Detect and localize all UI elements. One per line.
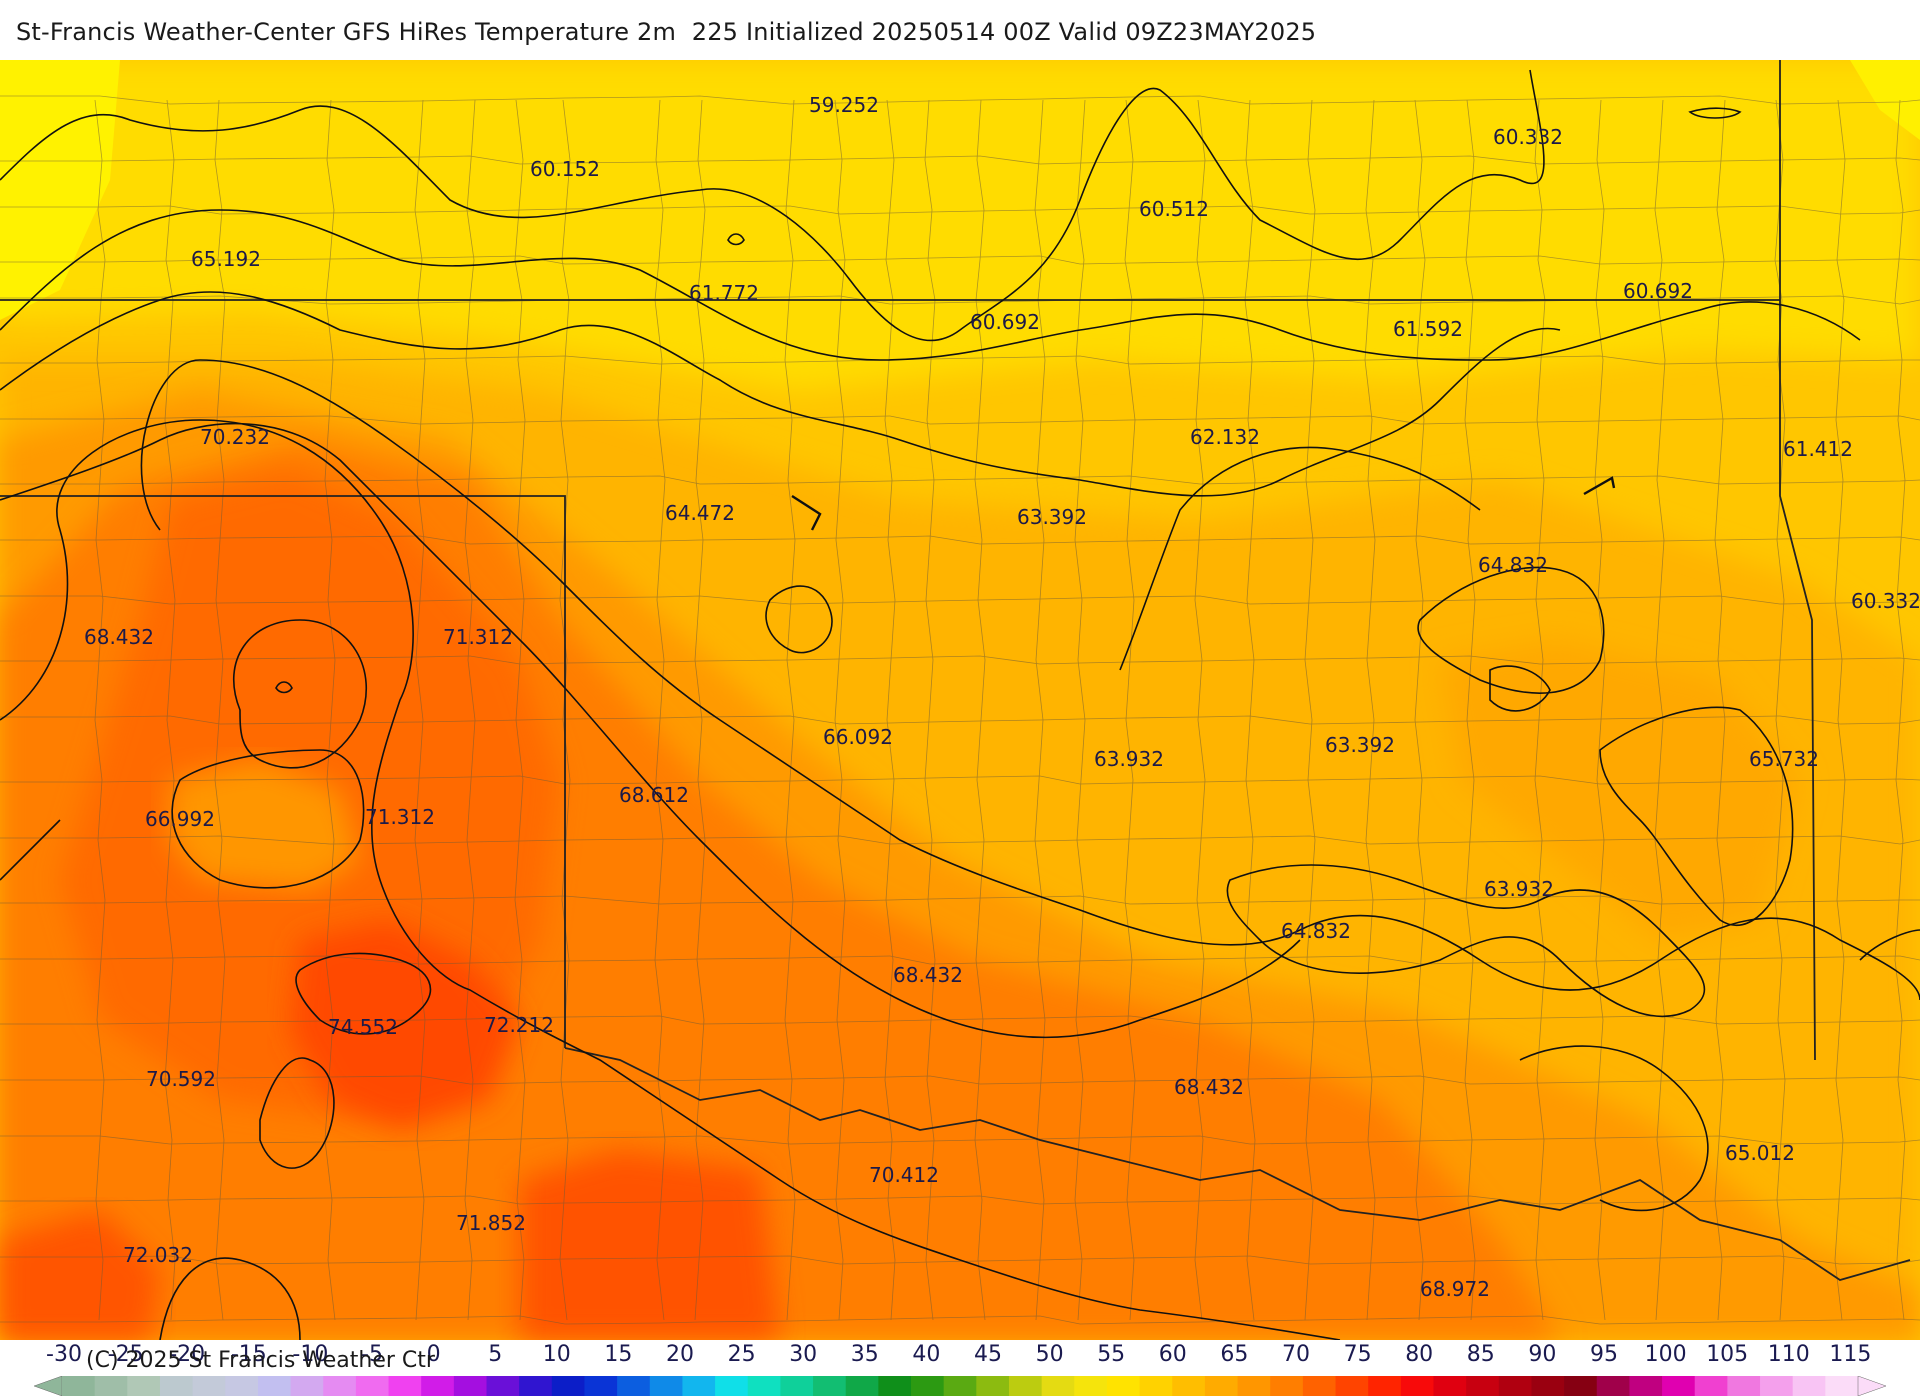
legend-tick-label: 40	[912, 1342, 941, 1367]
isotherm-contours	[0, 69, 1920, 1340]
temperature-label: 70.412	[869, 1163, 939, 1187]
temperature-label: 70.232	[200, 425, 270, 449]
legend-tick-label: 45	[974, 1342, 1002, 1367]
temperature-label: 64.832	[1281, 919, 1351, 943]
legend-tick-label: 55	[1097, 1342, 1126, 1367]
legend-tick-label: -30	[46, 1342, 82, 1367]
temperature-label: 68.612	[619, 783, 689, 807]
temperature-labels: 59.252 60.152 60.332 60.512 65.192 61.772 60.6…	[84, 93, 1920, 1301]
temperature-label: 66.092	[823, 725, 893, 749]
legend-tick-label: 90	[1528, 1342, 1557, 1367]
temperature-label: 68.432	[84, 625, 154, 649]
legend-tick-label: 100	[1644, 1342, 1687, 1367]
temperature-label: 64.472	[665, 501, 735, 525]
temperature-label: 72.212	[484, 1013, 554, 1037]
temperature-label: 60.332	[1493, 125, 1563, 149]
temperature-label: 61.592	[1393, 317, 1463, 341]
temperature-fill	[0, 60, 1920, 1340]
temperature-label: 60.512	[1139, 197, 1209, 221]
legend-tick-label: 65	[1220, 1342, 1249, 1367]
legend-tick-label: -20	[169, 1342, 206, 1367]
temperature-label: 68.432	[1174, 1075, 1244, 1099]
legend-tick-label: 50	[1035, 1342, 1064, 1367]
temperature-label: 60.152	[530, 157, 600, 181]
temperature-label: 60.692	[970, 310, 1040, 334]
temperature-label: 63.932	[1484, 877, 1554, 901]
temperature-label: 63.932	[1094, 747, 1164, 771]
legend-tick-label: 70	[1282, 1342, 1310, 1367]
temperature-label: 59.252	[809, 93, 879, 117]
temperature-label: 65.192	[191, 247, 261, 271]
legend-tick-label: -10	[292, 1342, 329, 1367]
legend-tick-label: 85	[1466, 1342, 1495, 1367]
legend-tick-row: -30 -25 -20 -15 -10 -5 0 5 10 15 20 25 30 35 40 45 50 55 6…	[0, 1342, 1920, 1370]
legend-tick-label: 95	[1590, 1342, 1618, 1367]
legend-tick-label: 110	[1767, 1342, 1810, 1367]
temperature-map: 59.252 60.152 60.332 60.512 65.192 61.772 60.6…	[0, 60, 1920, 1340]
temperature-label: 68.972	[1420, 1277, 1490, 1301]
copyright-text: (C) 2025 St Francis Weather Ctr	[86, 1348, 435, 1373]
color-legend-bar	[34, 1376, 1886, 1396]
temperature-label: 68.432	[893, 963, 963, 987]
legend-tick-label: 115	[1829, 1342, 1872, 1367]
temperature-label: 65.732	[1749, 747, 1819, 771]
legend-tick-label: 10	[542, 1342, 571, 1367]
legend-tick-label: 5	[488, 1342, 503, 1367]
temperature-label: 65.012	[1725, 1141, 1795, 1165]
temperature-label: 71.852	[456, 1211, 526, 1235]
temperature-label: 62.132	[1190, 425, 1260, 449]
temperature-label: 60.332	[1851, 589, 1920, 613]
state-boundaries	[0, 60, 1911, 1281]
legend-tick-label: 105	[1706, 1342, 1749, 1367]
legend-tick-label: 25	[727, 1342, 756, 1367]
temperature-label: 70.592	[146, 1067, 216, 1091]
legend-tick-label: 15	[604, 1342, 633, 1367]
legend-tick-label: -25	[107, 1342, 144, 1367]
temperature-label: 72.032	[123, 1243, 193, 1267]
legend-tick-label: 80	[1405, 1342, 1434, 1367]
temperature-label: 63.392	[1325, 733, 1395, 757]
temperature-label: 74.552	[328, 1015, 398, 1039]
temperature-map-svg: 59.252 60.152 60.332 60.512 65.192 61.772 60.6…	[0, 60, 1920, 1340]
legend-tick-label: 30	[789, 1342, 818, 1367]
legend-tick-label: 60	[1158, 1342, 1187, 1367]
temperature-label: 63.392	[1017, 505, 1087, 529]
map-title: St-Francis Weather-Center GFS HiRes Temp…	[16, 18, 1317, 46]
legend-tick-label: 35	[850, 1342, 879, 1367]
temperature-label: 61.772	[689, 281, 759, 305]
wind-barbs	[791, 476, 1616, 531]
legend-tick-label: 75	[1343, 1342, 1372, 1367]
legend-tick-label: 0	[426, 1342, 441, 1367]
temperature-label: 71.312	[443, 625, 513, 649]
temperature-label: 64.832	[1478, 553, 1548, 577]
legend-tick-label: 20	[666, 1342, 694, 1367]
legend-tick-label: -15	[230, 1342, 267, 1367]
legend-tick-label: -5	[361, 1342, 383, 1367]
temperature-label: 66.992	[145, 807, 215, 831]
temperature-label: 61.412	[1783, 437, 1853, 461]
temperature-label: 60.692	[1623, 279, 1693, 303]
temperature-label: 71.312	[365, 805, 435, 829]
